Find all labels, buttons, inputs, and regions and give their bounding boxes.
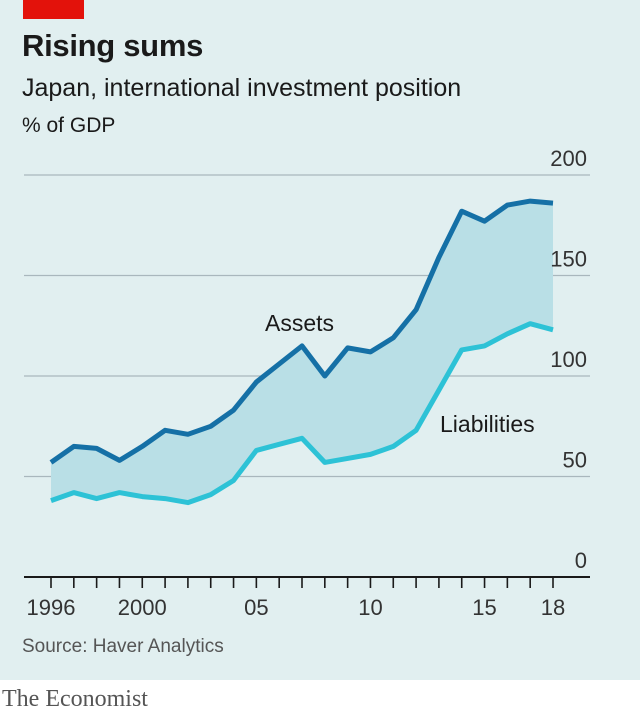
x-tick-label-2018: 18 [541, 595, 565, 620]
y-tick-label-100: 100 [550, 347, 587, 372]
brand-red-tag [23, 0, 84, 19]
x-tick-label-2010: 10 [358, 595, 382, 620]
x-tick-label-2000: 2000 [118, 595, 167, 620]
y-tick-label-0: 0 [575, 548, 587, 573]
y-tick-label-50: 50 [563, 448, 587, 473]
chart-unit-label: % of GDP [22, 114, 116, 137]
assets-liabilities-gap-area [51, 201, 553, 503]
shaded-band [51, 201, 553, 503]
chart-subtitle: Japan, international investment position [22, 74, 462, 102]
tick-labels: 0 50 100 150 200 1996 2000 05 10 15 18 [27, 146, 587, 620]
footer-band [0, 680, 640, 717]
series-labels: Assets Liabilities [265, 310, 535, 437]
x-axis [24, 576, 590, 588]
source-note: Source: Haver Analytics [22, 636, 224, 657]
x-tick-label-1996: 1996 [27, 595, 76, 620]
series-label-assets: Assets [265, 310, 334, 336]
x-tick-label-2005: 05 [244, 595, 268, 620]
series-label-liabilities: Liabilities [440, 411, 535, 437]
y-tick-label-200: 200 [550, 146, 587, 171]
series-lines [49, 198, 554, 506]
chart-title: Rising sums [22, 28, 204, 63]
publisher-logo: The Economist [2, 686, 148, 712]
y-tick-label-150: 150 [550, 247, 587, 272]
x-tick-label-2015: 15 [472, 595, 496, 620]
